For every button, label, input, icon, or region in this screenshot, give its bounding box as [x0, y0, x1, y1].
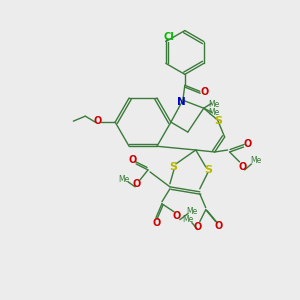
- Text: Me: Me: [250, 156, 261, 165]
- Text: O: O: [243, 139, 252, 149]
- Text: O: O: [173, 211, 181, 221]
- Text: S: S: [215, 116, 223, 126]
- Text: Me: Me: [118, 176, 130, 184]
- Text: N: N: [178, 97, 186, 107]
- Text: O: O: [194, 222, 202, 232]
- Text: O: O: [238, 162, 247, 172]
- Text: Me: Me: [208, 100, 219, 109]
- Text: O: O: [214, 220, 223, 231]
- Text: Me: Me: [182, 215, 194, 224]
- Text: Me: Me: [208, 108, 219, 117]
- Text: S: S: [205, 165, 213, 175]
- Text: Me: Me: [186, 207, 197, 216]
- Text: S: S: [169, 162, 177, 172]
- Text: O: O: [133, 179, 141, 189]
- Text: O: O: [93, 116, 101, 126]
- Text: O: O: [153, 218, 161, 228]
- Text: O: O: [129, 155, 137, 165]
- Text: O: O: [201, 87, 209, 97]
- Text: Cl: Cl: [164, 32, 174, 41]
